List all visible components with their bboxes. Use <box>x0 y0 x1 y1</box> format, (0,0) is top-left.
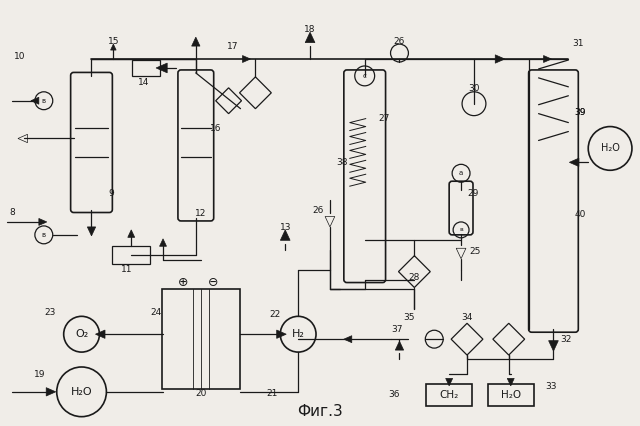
Text: CH₂: CH₂ <box>440 390 459 400</box>
Text: 26: 26 <box>394 37 405 46</box>
Polygon shape <box>305 32 315 43</box>
Text: 18: 18 <box>304 25 316 34</box>
Text: 36: 36 <box>388 390 400 399</box>
Text: 40: 40 <box>575 210 586 219</box>
Bar <box>132 60 160 76</box>
Polygon shape <box>87 227 95 236</box>
Polygon shape <box>548 341 558 351</box>
Text: a: a <box>459 170 463 176</box>
Polygon shape <box>280 230 290 240</box>
Text: 39: 39 <box>575 108 586 117</box>
Text: 16: 16 <box>210 124 221 133</box>
Text: Фиг.3: Фиг.3 <box>297 404 343 419</box>
Text: 27: 27 <box>378 114 389 123</box>
Text: с: с <box>363 73 367 79</box>
Polygon shape <box>396 341 404 350</box>
Text: 24: 24 <box>150 308 162 317</box>
Text: 8: 8 <box>9 207 15 216</box>
Text: 33: 33 <box>546 383 557 391</box>
Polygon shape <box>276 330 286 338</box>
Text: 10: 10 <box>14 52 26 60</box>
Text: 29: 29 <box>467 189 479 198</box>
Text: H₂O: H₂O <box>71 387 92 397</box>
Text: в: в <box>42 98 46 104</box>
Text: 25: 25 <box>469 247 481 256</box>
Text: 22: 22 <box>269 310 281 319</box>
Bar <box>488 384 534 406</box>
Text: 14: 14 <box>138 78 149 87</box>
Text: 26: 26 <box>312 205 324 215</box>
Text: ⊕: ⊕ <box>178 276 188 289</box>
Polygon shape <box>31 97 39 104</box>
Text: 12: 12 <box>195 208 207 218</box>
Polygon shape <box>95 330 105 338</box>
Polygon shape <box>495 55 505 63</box>
Text: 19: 19 <box>34 371 45 380</box>
Text: 31: 31 <box>573 39 584 48</box>
Polygon shape <box>111 44 116 50</box>
Polygon shape <box>191 37 200 46</box>
Polygon shape <box>46 388 56 396</box>
Text: 30: 30 <box>468 84 480 93</box>
Text: 13: 13 <box>280 223 291 233</box>
Polygon shape <box>508 378 514 386</box>
Text: ⊖: ⊖ <box>207 276 218 289</box>
Text: 21: 21 <box>267 389 278 398</box>
Text: 20: 20 <box>195 389 207 398</box>
Text: в: в <box>42 232 46 238</box>
Polygon shape <box>128 230 134 237</box>
Text: в: в <box>459 227 463 233</box>
Polygon shape <box>445 378 452 386</box>
Text: 32: 32 <box>561 335 572 344</box>
Text: 9: 9 <box>109 189 115 198</box>
Polygon shape <box>570 158 579 167</box>
Polygon shape <box>543 55 552 63</box>
Bar <box>426 384 472 406</box>
Bar <box>162 290 239 389</box>
Bar <box>113 246 150 264</box>
Polygon shape <box>156 63 167 73</box>
Text: 39: 39 <box>575 108 586 117</box>
Text: H₂O: H₂O <box>500 390 521 400</box>
Text: 11: 11 <box>120 265 132 274</box>
Polygon shape <box>243 55 250 63</box>
Text: 28: 28 <box>409 273 420 282</box>
Text: 38: 38 <box>336 158 348 167</box>
Text: 23: 23 <box>44 308 56 317</box>
Polygon shape <box>39 219 47 225</box>
Text: 17: 17 <box>227 42 238 51</box>
Text: 37: 37 <box>392 325 403 334</box>
Text: H₂: H₂ <box>292 329 305 339</box>
Text: 35: 35 <box>404 313 415 322</box>
Text: O₂: O₂ <box>75 329 88 339</box>
Text: H₂O: H₂O <box>601 144 620 153</box>
Polygon shape <box>159 239 166 246</box>
Polygon shape <box>344 336 352 343</box>
Text: 15: 15 <box>108 37 119 46</box>
Text: 34: 34 <box>461 313 473 322</box>
